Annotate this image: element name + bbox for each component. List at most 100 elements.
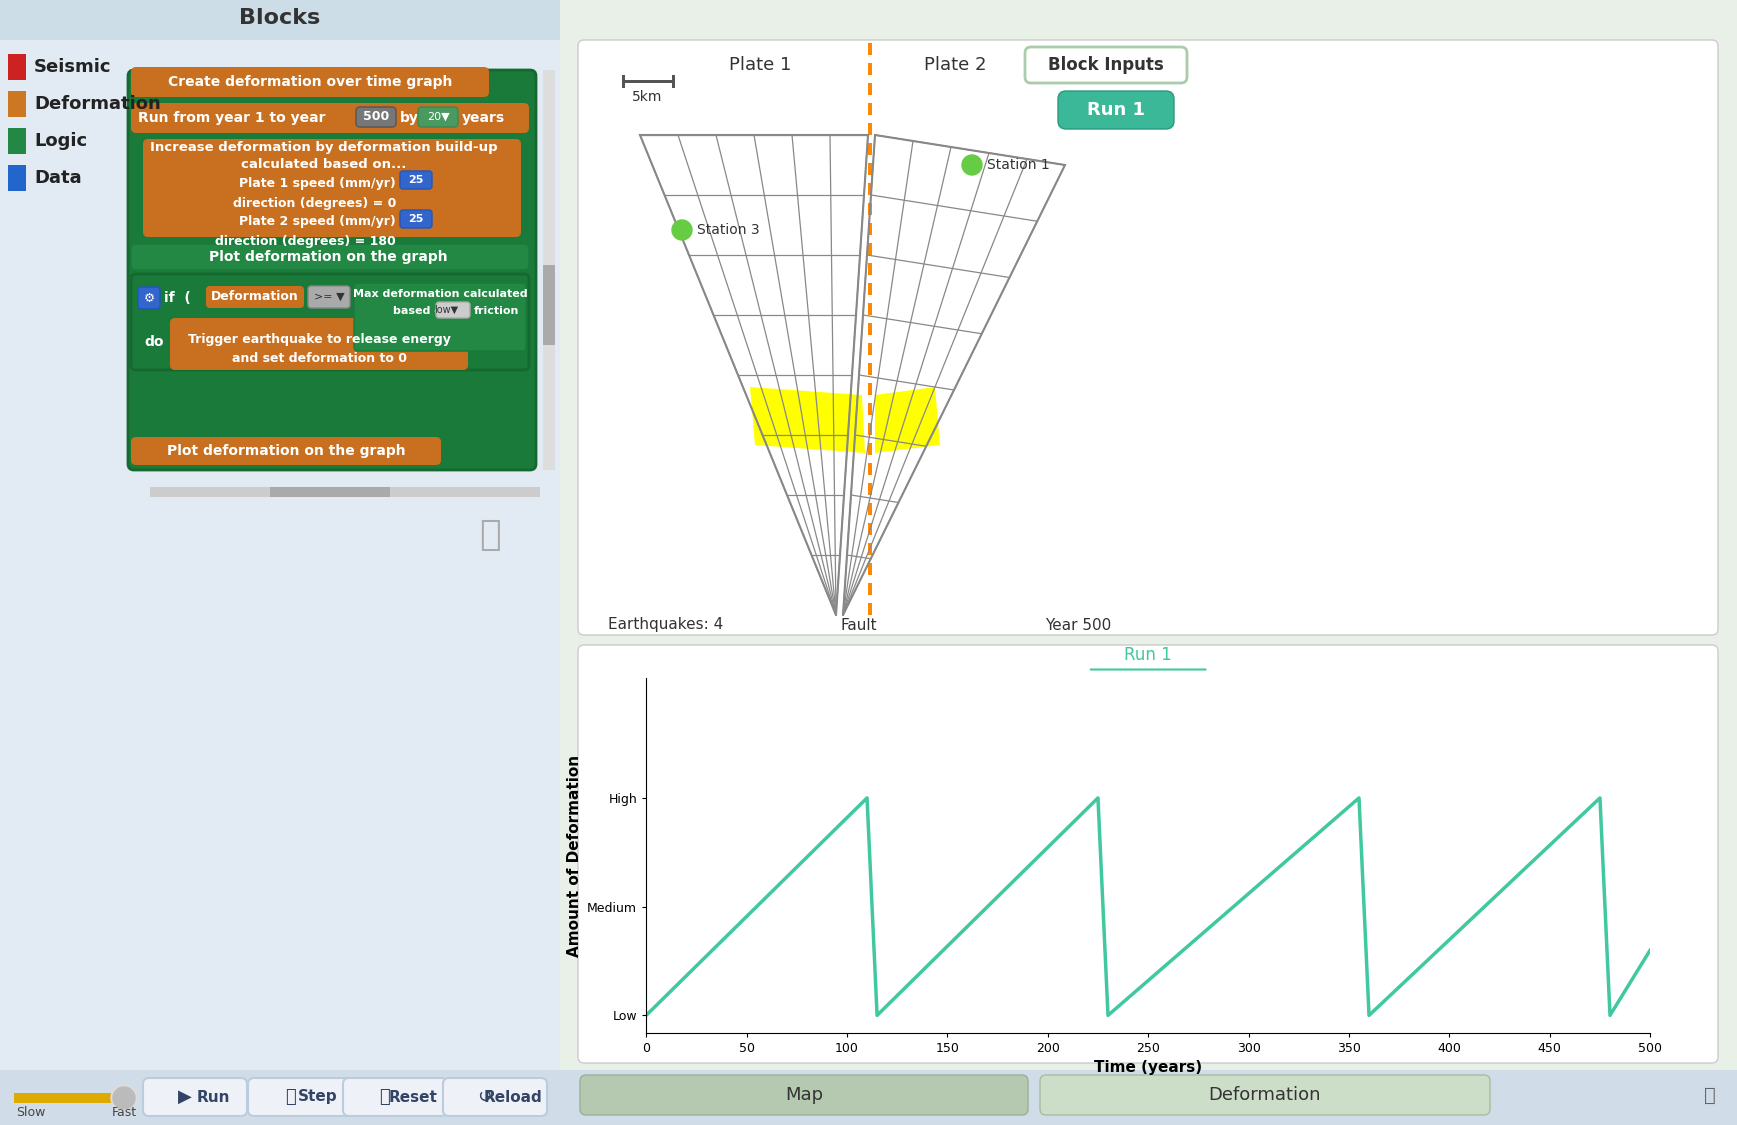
Text: Logic: Logic [35, 132, 87, 150]
Text: Increase deformation by deformation build-up: Increase deformation by deformation buil… [149, 141, 499, 153]
Bar [0, 1070, 1737, 1125]
FancyBboxPatch shape [400, 210, 433, 228]
FancyBboxPatch shape [248, 1078, 353, 1116]
FancyBboxPatch shape [137, 287, 160, 309]
Polygon shape [750, 387, 865, 453]
FancyBboxPatch shape [354, 284, 526, 351]
Bar [868, 363, 872, 375]
Text: 5km: 5km [632, 90, 662, 104]
Text: Create deformation over time graph: Create deformation over time graph [168, 75, 452, 89]
Bar [868, 543, 872, 555]
Text: ⏭: ⏭ [285, 1088, 295, 1106]
Text: ⚙: ⚙ [144, 291, 155, 305]
Circle shape [113, 1087, 135, 1109]
Bar [868, 123, 872, 135]
Bar [0, 40, 559, 1070]
Text: direction (degrees) = 180: direction (degrees) = 180 [215, 234, 396, 248]
Text: ▶: ▶ [179, 1088, 191, 1106]
Text: Plate 1: Plate 1 [730, 56, 790, 74]
Text: Plot deformation on the graph: Plot deformation on the graph [208, 250, 448, 264]
Bar [868, 63, 872, 75]
Bar [559, 0, 1737, 1070]
Bar [868, 303, 872, 315]
Text: low▼: low▼ [434, 305, 459, 315]
Text: Seismic: Seismic [35, 58, 111, 76]
Bar [622, 80, 672, 83]
Text: Fast: Fast [111, 1107, 137, 1119]
Bar [868, 104, 872, 115]
Text: Fault: Fault [841, 618, 877, 632]
Text: do: do [144, 335, 163, 349]
X-axis label: Time (years): Time (years) [1094, 1061, 1202, 1076]
Text: ⤢: ⤢ [1704, 1086, 1716, 1105]
Bar [868, 343, 872, 356]
Text: direction (degrees) = 0: direction (degrees) = 0 [233, 197, 396, 209]
Bar [0, 0, 1737, 40]
FancyBboxPatch shape [580, 1076, 1028, 1115]
Bar [868, 562, 872, 575]
FancyBboxPatch shape [419, 107, 459, 127]
Text: Run: Run [196, 1089, 229, 1105]
FancyBboxPatch shape [130, 274, 530, 370]
Text: Station 1: Station 1 [987, 158, 1049, 172]
Text: friction: friction [474, 306, 519, 316]
FancyBboxPatch shape [307, 286, 349, 308]
Bar [868, 503, 872, 515]
Bar [868, 263, 872, 274]
Bar [868, 483, 872, 495]
Bar [868, 183, 872, 195]
Text: ↺: ↺ [478, 1088, 493, 1106]
Bar [868, 423, 872, 435]
Bar [868, 243, 872, 255]
Bar [544, 266, 556, 345]
FancyBboxPatch shape [130, 436, 441, 465]
FancyBboxPatch shape [130, 68, 490, 97]
Bar [868, 382, 872, 395]
FancyBboxPatch shape [436, 302, 471, 318]
Text: >= ▼: >= ▼ [314, 292, 344, 302]
Text: Reload: Reload [483, 1089, 542, 1105]
Circle shape [672, 220, 691, 240]
Text: calculated based on...: calculated based on... [241, 158, 406, 171]
FancyBboxPatch shape [356, 107, 396, 127]
FancyBboxPatch shape [578, 40, 1718, 634]
Text: Slow: Slow [16, 1107, 45, 1119]
Text: Station 3: Station 3 [697, 223, 759, 237]
Bar [868, 223, 872, 235]
Text: 25: 25 [408, 176, 424, 184]
Text: Reset: Reset [389, 1089, 438, 1105]
FancyBboxPatch shape [400, 171, 433, 189]
Text: Deformation: Deformation [1209, 1086, 1322, 1104]
Bar [868, 323, 872, 335]
Bar [868, 202, 872, 215]
Polygon shape [875, 387, 940, 453]
Bar [9, 165, 26, 191]
Text: based on: based on [393, 306, 450, 316]
Text: years: years [462, 111, 505, 125]
FancyBboxPatch shape [170, 318, 467, 370]
Text: Deformation: Deformation [35, 94, 162, 112]
Text: Data: Data [35, 169, 82, 187]
Bar [269, 487, 391, 497]
FancyBboxPatch shape [130, 244, 530, 270]
FancyBboxPatch shape [129, 70, 537, 470]
Text: Plate 2: Plate 2 [924, 56, 987, 74]
FancyBboxPatch shape [578, 645, 1718, 1063]
Text: Run 1: Run 1 [1087, 101, 1145, 119]
Bar [149, 487, 540, 497]
FancyBboxPatch shape [342, 1078, 446, 1116]
Text: Earthquakes: 4: Earthquakes: 4 [608, 618, 723, 632]
Text: Plate 2 speed (mm/yr): Plate 2 speed (mm/yr) [240, 216, 396, 228]
FancyBboxPatch shape [207, 286, 304, 308]
Text: Blocks: Blocks [240, 8, 321, 28]
Bar [868, 43, 872, 55]
Text: if  (: if ( [163, 291, 191, 305]
Text: Map: Map [785, 1086, 823, 1104]
Text: Trigger earthquake to release energy: Trigger earthquake to release energy [188, 333, 450, 346]
Text: ⏮: ⏮ [380, 1088, 391, 1106]
FancyBboxPatch shape [142, 1078, 247, 1116]
FancyBboxPatch shape [1025, 47, 1186, 83]
Circle shape [962, 155, 981, 176]
FancyBboxPatch shape [1040, 1076, 1490, 1115]
Text: Run 1: Run 1 [1124, 646, 1172, 664]
